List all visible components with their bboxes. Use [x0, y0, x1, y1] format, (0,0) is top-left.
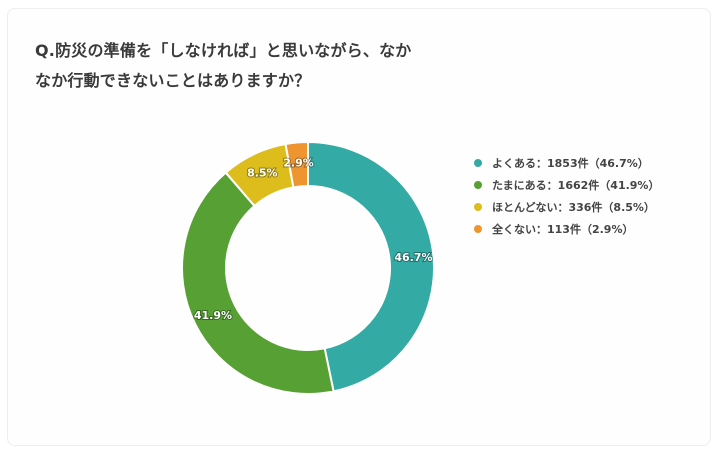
legend-item[interactable]: 全くない：113件（2.9%）	[474, 218, 659, 240]
legend-dot-icon	[474, 159, 482, 167]
legend-label: たまにある：1662件（41.9%）	[492, 179, 660, 192]
legend-label: 全くない：113件（2.9%）	[492, 223, 634, 236]
legend-item[interactable]: よくある：1853件（46.7%）	[474, 152, 659, 174]
donut-slice[interactable]	[181, 171, 335, 395]
donut-slice[interactable]	[284, 140, 309, 189]
slice-data-label: 41.9%	[194, 309, 232, 322]
chart-title-line-1: Q.防災の準備を「しなければ」と思いながら、なか	[35, 41, 412, 60]
donut-slice[interactable]	[307, 140, 435, 393]
legend-item[interactable]: たまにある：1662件（41.9%）	[474, 174, 659, 196]
legend-dot-icon	[474, 225, 482, 233]
chart-title-line-2: なか行動できないことはありますか？	[35, 71, 311, 90]
chart-legend: よくある：1853件（46.7%） たまにある：1662件（41.9%） ほとん…	[474, 152, 659, 240]
legend-label: よくある：1853件（46.7%）	[492, 157, 649, 170]
chart-title: Q.防災の準備を「しなければ」と思いながら、なか なか行動できないことはあります…	[35, 36, 455, 96]
legend-dot-icon	[474, 181, 482, 189]
slice-data-label: 2.9%	[283, 156, 314, 169]
legend-dot-icon	[474, 203, 482, 211]
slice-data-label: 46.7%	[394, 251, 432, 264]
legend-item[interactable]: ほとんどない：336件（8.5%）	[474, 196, 659, 218]
legend-label: ほとんどない：336件（8.5%）	[492, 201, 655, 214]
slice-data-label: 8.5%	[247, 166, 278, 179]
